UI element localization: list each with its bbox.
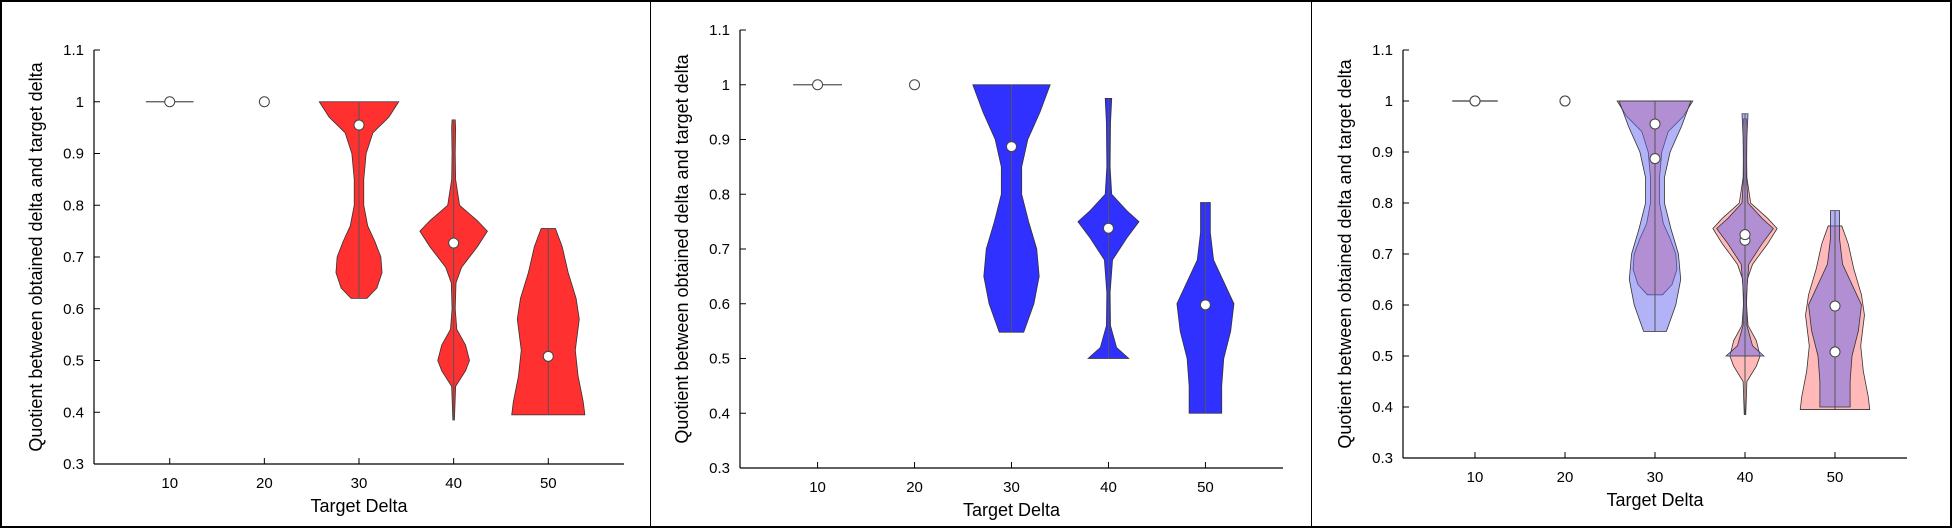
y-tick-label: 0.8 xyxy=(709,186,730,203)
y-tick-label: 0.9 xyxy=(709,132,730,149)
y-tick-label: 0.3 xyxy=(1372,450,1393,467)
violin-chart-svg: 0.3 0.4 0.5 0.6 0.7 0.8 0.9 1 1.1 10 20 30 40 50 Targe… xyxy=(1335,42,1907,510)
median-marker xyxy=(1006,141,1017,153)
y-tick-label: 0.5 xyxy=(709,351,730,368)
x-tick-label: 30 xyxy=(1647,469,1664,486)
y-tick-label: 0.4 xyxy=(1372,399,1393,416)
y-axis-label: Quotient between obtained delta and targ… xyxy=(672,53,692,443)
y-tick-label: 0.7 xyxy=(709,241,730,258)
median-marker xyxy=(258,96,270,108)
y-tick-label: 0.9 xyxy=(1372,144,1393,161)
median-marker xyxy=(1829,300,1841,312)
y-tick-label: 1 xyxy=(722,77,730,94)
median-marker xyxy=(1649,118,1661,130)
y-tick-label: 0.3 xyxy=(709,460,730,477)
median-marker xyxy=(542,350,554,362)
y-tick-label: 1 xyxy=(1385,93,1393,110)
y-tick-label: 0.5 xyxy=(1372,348,1393,365)
y-tick-label: 0.7 xyxy=(1372,246,1393,263)
median-marker xyxy=(812,79,824,91)
x-tick-label: 20 xyxy=(1557,469,1574,486)
y-tick-label: 1.1 xyxy=(709,22,730,39)
x-tick-label: 40 xyxy=(1100,479,1117,496)
median-marker xyxy=(1559,95,1571,107)
x-tick-label: 20 xyxy=(906,479,923,496)
violin-chart-svg: 0.3 0.4 0.5 0.6 0.7 0.8 0.9 1 1.1 10 20 30 40 50 Targe… xyxy=(672,22,1283,520)
y-axis-label: Quotient between obtained delta and targ… xyxy=(26,61,46,451)
median-marker xyxy=(164,96,176,108)
median-marker xyxy=(1102,222,1114,234)
panel-divider xyxy=(650,2,651,526)
median-marker xyxy=(1469,95,1481,107)
x-tick-label: 40 xyxy=(1737,469,1754,486)
y-tick-label: 0.4 xyxy=(63,404,84,421)
x-tick-label: 20 xyxy=(256,475,273,492)
y-tick-label: 0.6 xyxy=(63,301,84,318)
y-tick-label: 1 xyxy=(76,94,84,111)
x-axis-label: Target Delta xyxy=(963,500,1061,520)
x-tick-label: 50 xyxy=(540,475,557,492)
median-marker xyxy=(1829,346,1841,358)
x-tick-label: 30 xyxy=(1003,479,1020,496)
y-tick-label: 0.4 xyxy=(709,405,730,422)
y-tick-label: 0.8 xyxy=(1372,195,1393,212)
y-tick-label: 0.3 xyxy=(63,456,84,473)
median-marker xyxy=(1739,229,1751,241)
median-marker xyxy=(909,79,921,91)
panel-red-violins: 0.3 0.4 0.5 0.6 0.7 0.8 0.9 1 1.1 10 20 30 40 50 Targe… xyxy=(2,2,650,526)
x-tick-label: 40 xyxy=(445,475,462,492)
median-marker xyxy=(1199,299,1211,311)
panel-overlay-violins: 0.3 0.4 0.5 0.6 0.7 0.8 0.9 1 1.1 10 20 30 40 50 Targe… xyxy=(1312,2,1952,526)
y-tick-label: 1.1 xyxy=(1372,42,1393,59)
panel-divider xyxy=(1311,2,1312,526)
median-marker xyxy=(353,119,365,131)
x-tick-label: 30 xyxy=(351,475,368,492)
y-tick-label: 0.9 xyxy=(63,146,84,163)
x-tick-label: 10 xyxy=(1467,469,1484,486)
y-tick-label: 1.1 xyxy=(63,42,84,59)
panel-blue-violins: 0.3 0.4 0.5 0.6 0.7 0.8 0.9 1 1.1 10 20 30 40 50 Targe… xyxy=(651,2,1311,526)
x-tick-label: 10 xyxy=(809,479,826,496)
violin-chart-svg: 0.3 0.4 0.5 0.6 0.7 0.8 0.9 1 1.1 10 20 30 40 50 Targe… xyxy=(26,42,624,516)
y-tick-label: 0.7 xyxy=(63,249,84,266)
x-tick-label: 10 xyxy=(161,475,178,492)
y-tick-label: 0.5 xyxy=(63,353,84,370)
y-tick-label: 0.8 xyxy=(63,197,84,214)
median-marker xyxy=(448,237,460,249)
x-tick-label: 50 xyxy=(1197,479,1214,496)
x-tick-label: 50 xyxy=(1827,469,1844,486)
median-marker xyxy=(1649,153,1661,165)
y-axis-label: Quotient between obtained delta and targ… xyxy=(1335,58,1355,448)
x-axis-label: Target Delta xyxy=(1606,490,1704,510)
x-axis-label: Target Delta xyxy=(310,496,408,516)
y-tick-label: 0.6 xyxy=(709,296,730,313)
y-tick-label: 0.6 xyxy=(1372,297,1393,314)
